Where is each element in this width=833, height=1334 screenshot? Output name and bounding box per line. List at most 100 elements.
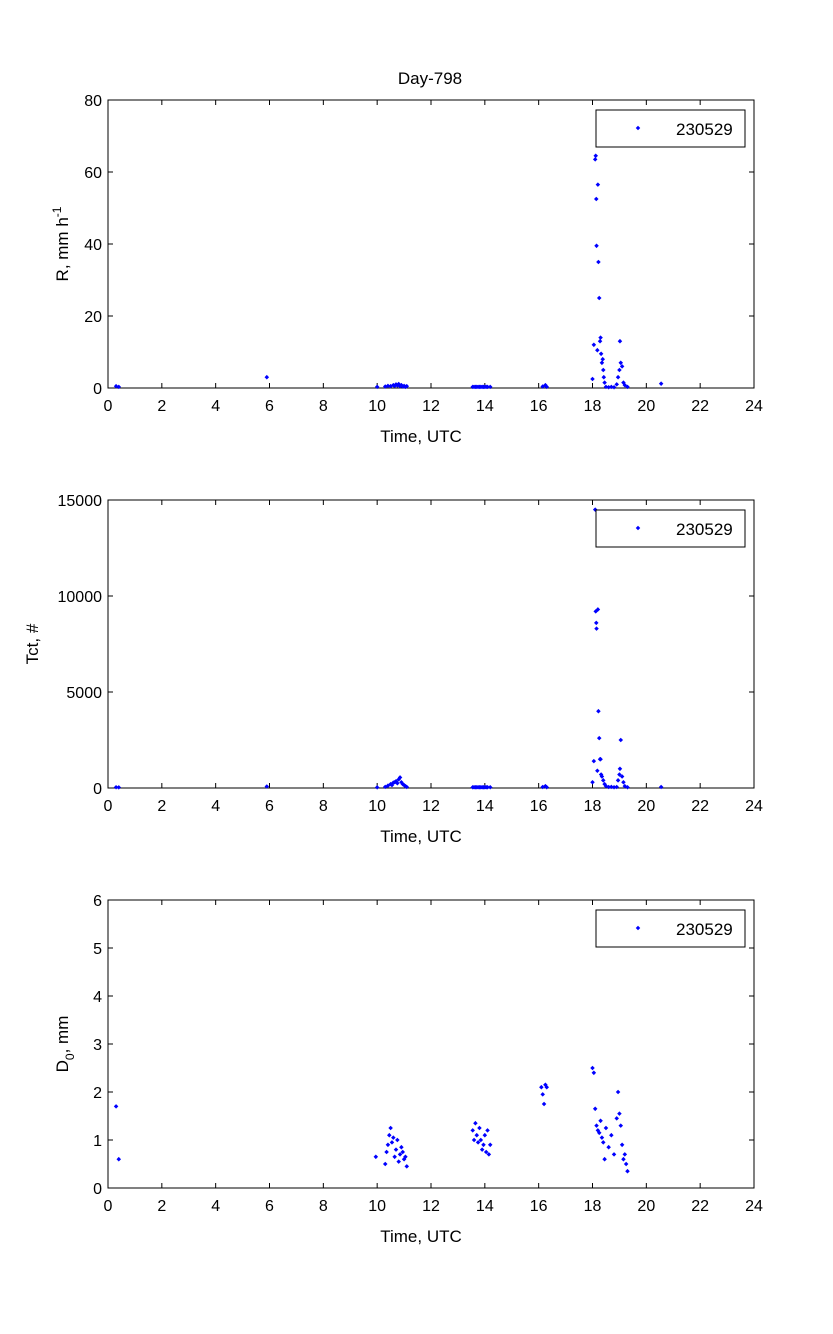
x-tick-label: 4 — [211, 1198, 220, 1215]
data-point — [591, 758, 597, 764]
data-point — [397, 775, 403, 780]
data-point — [400, 1149, 406, 1155]
legend-box — [595, 509, 746, 548]
data-point — [598, 756, 603, 762]
x-tick-label: 6 — [265, 798, 274, 815]
y-tick-label: 6 — [93, 893, 102, 910]
x-tick-label: 12 — [422, 1198, 440, 1215]
data-point — [598, 351, 604, 357]
data-point — [544, 784, 550, 790]
data-point — [487, 784, 493, 790]
series-230529 — [113, 1065, 630, 1174]
data-point — [396, 1159, 401, 1164]
data-point — [601, 778, 606, 783]
y-tick-label: 0 — [93, 781, 102, 798]
y-axis-label-suffix: , mm — [53, 1016, 72, 1054]
data-point — [385, 383, 391, 389]
data-point — [470, 1128, 475, 1133]
legend-label: 230529 — [676, 920, 733, 939]
data-point — [485, 384, 490, 390]
data-point — [404, 1164, 410, 1169]
legend-box — [595, 909, 746, 948]
y-axis-label-main: R, mm h — [53, 217, 72, 281]
x-tick-label: 16 — [530, 1198, 548, 1215]
data-point — [385, 1142, 391, 1148]
y-tick-label: 0 — [93, 1181, 102, 1198]
data-point — [399, 1144, 404, 1150]
data-point — [591, 342, 597, 348]
x-axis-label: Time, UTC — [380, 427, 462, 446]
data-point — [591, 1070, 597, 1076]
x-tick-label: 6 — [265, 1198, 274, 1215]
data-point — [481, 1142, 486, 1148]
x-tick-label: 0 — [104, 398, 113, 415]
y-tick-label: 40 — [84, 237, 102, 254]
y-tick-label: 5000 — [66, 685, 102, 702]
y-tick-label: 5 — [93, 941, 102, 958]
data-point — [373, 1154, 379, 1160]
data-point — [622, 1152, 628, 1157]
figure-title: Day-798 — [398, 69, 462, 88]
x-tick-label: 24 — [745, 1198, 763, 1215]
x-tick-label: 8 — [319, 398, 328, 415]
data-point — [601, 374, 607, 380]
y-axis-label: D0, mm — [53, 1016, 77, 1073]
data-point — [599, 774, 605, 779]
x-tick-label: 6 — [265, 398, 274, 415]
x-tick-label: 8 — [319, 1198, 328, 1215]
data-point — [374, 384, 380, 390]
x-tick-label: 18 — [584, 1198, 602, 1215]
data-point — [599, 360, 605, 366]
y-tick-label: 3 — [93, 1037, 102, 1054]
data-point — [593, 153, 598, 159]
data-point — [477, 1125, 482, 1131]
data-point — [473, 1120, 478, 1126]
x-tick-label: 20 — [637, 798, 655, 815]
y-tick-label: 10000 — [58, 589, 103, 606]
y-axis-label-subscript: 0 — [63, 1053, 77, 1060]
legend-marker — [635, 925, 641, 931]
data-point — [619, 364, 625, 369]
data-point — [594, 620, 599, 626]
data-point — [598, 335, 603, 340]
data-point — [596, 735, 602, 741]
data-point — [615, 1089, 621, 1095]
data-point — [540, 1092, 545, 1097]
data-point — [590, 376, 595, 382]
x-tick-label: 0 — [104, 798, 113, 815]
data-point — [596, 708, 601, 714]
data-point — [609, 784, 614, 790]
data-point — [487, 384, 493, 390]
data-point — [598, 1118, 603, 1124]
y-tick-label: 80 — [84, 93, 102, 110]
data-point — [617, 367, 622, 373]
data-point — [595, 182, 601, 187]
data-point — [116, 785, 122, 790]
data-point — [617, 338, 623, 344]
data-point — [479, 1147, 485, 1152]
data-point — [592, 1106, 598, 1112]
data-point — [596, 259, 601, 265]
x-tick-label: 2 — [157, 1198, 166, 1215]
series-230529 — [113, 507, 664, 790]
data-point — [478, 1137, 484, 1143]
data-point — [474, 1132, 480, 1138]
data-point — [619, 774, 625, 779]
data-point — [623, 1161, 629, 1167]
legend-box — [595, 109, 746, 148]
data-point — [592, 157, 598, 162]
data-point — [475, 1140, 481, 1145]
data-point — [614, 784, 619, 790]
data-point — [619, 1142, 625, 1148]
data-point — [601, 1140, 606, 1145]
data-point — [487, 1142, 493, 1148]
data-point — [544, 1084, 550, 1090]
x-tick-label: 14 — [476, 1198, 494, 1215]
x-tick-label: 20 — [637, 398, 655, 415]
data-point — [395, 1137, 400, 1143]
x-tick-label: 12 — [422, 398, 440, 415]
